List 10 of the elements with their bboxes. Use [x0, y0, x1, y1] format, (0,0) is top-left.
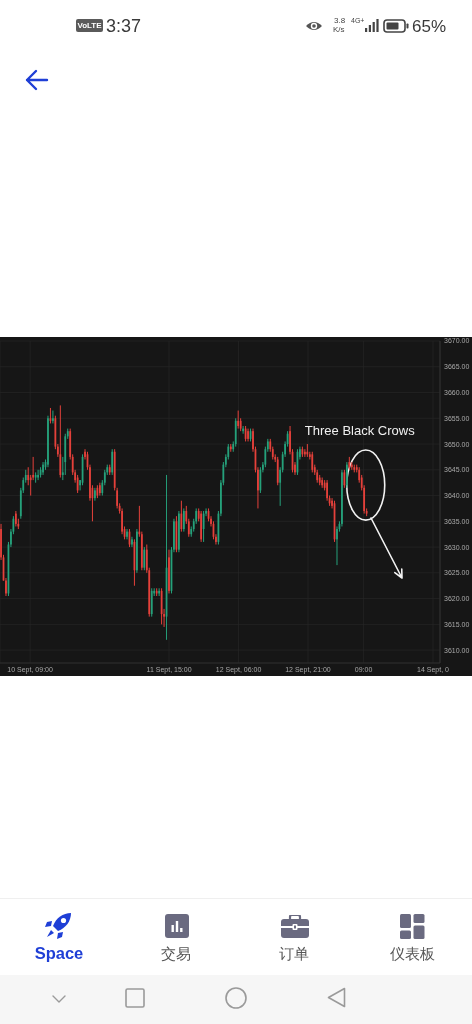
text: 订单	[278, 945, 310, 962]
text: 3:37	[106, 16, 142, 36]
text: K/s	[333, 25, 345, 34]
badge-icon: VoLTE	[76, 19, 103, 32]
text: 65%	[412, 17, 447, 36]
text: 交易	[160, 945, 192, 962]
text: 3.8	[334, 16, 346, 25]
text: 仪表板	[388, 945, 436, 962]
annotation: Three Black Crows	[303, 423, 416, 439]
text: Space	[33, 944, 85, 962]
